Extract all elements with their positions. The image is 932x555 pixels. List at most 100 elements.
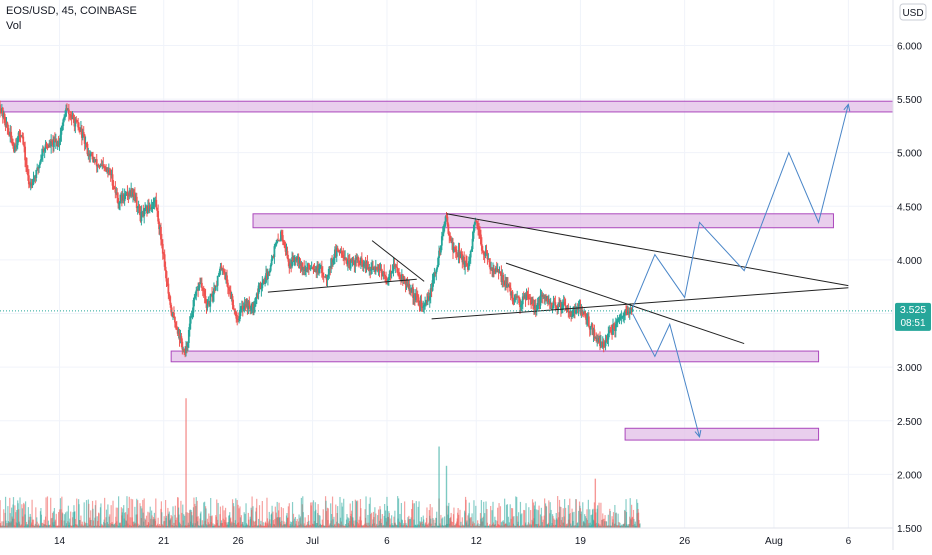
volume-bar: [200, 511, 202, 528]
volume-bar: [486, 509, 488, 528]
candle-body: [455, 251, 458, 255]
trendlines[interactable]: [267, 213, 849, 345]
candle-body: [620, 316, 623, 318]
volume-bar: [100, 503, 102, 528]
projection-arrows[interactable]: [632, 103, 851, 438]
candle-body: [394, 265, 397, 267]
candle-body: [25, 160, 27, 166]
candle-body: [175, 327, 178, 330]
candle-body: [68, 114, 71, 116]
candle-body: [65, 108, 67, 117]
candle-body: [252, 303, 254, 309]
volume-bar: [0, 500, 1, 528]
candle-body: [117, 197, 120, 204]
candle-body: [160, 226, 162, 240]
support-resistance-zones[interactable]: [0, 100, 894, 441]
candle-body: [267, 271, 269, 280]
volume-bar: [504, 498, 506, 528]
candle-body: [184, 351, 187, 354]
candle-body: [331, 258, 333, 263]
volume-bar: [6, 523, 8, 528]
volume-bar: [325, 511, 328, 528]
x-tick-label: 12: [471, 536, 483, 547]
candle-body: [621, 316, 624, 318]
volume-bar: [126, 496, 128, 528]
candle-body: [24, 146, 27, 161]
candle-body: [0, 111, 2, 113]
volume-bar: [171, 516, 173, 528]
candle-body: [456, 254, 459, 257]
candle-body: [433, 272, 436, 278]
candle-body: [220, 266, 223, 270]
candle-body: [260, 288, 263, 290]
volume-bar: [602, 519, 604, 528]
candle-body: [83, 134, 86, 144]
candle-body: [149, 208, 152, 210]
candle-body: [100, 164, 103, 166]
volume-bar: [25, 521, 28, 528]
candle-body: [237, 319, 240, 321]
candle-body: [345, 257, 347, 261]
volume-bar: [377, 515, 379, 528]
candle-body: [216, 275, 219, 286]
candle-body: [277, 239, 280, 241]
volume-bar: [577, 510, 580, 528]
candle-body: [262, 280, 265, 284]
volume-bar: [331, 496, 334, 528]
candle-body: [564, 305, 567, 307]
candle-body: [279, 240, 281, 242]
candle-body: [547, 300, 550, 303]
candle-body: [600, 341, 602, 347]
candle-body: [438, 250, 440, 258]
candle-body: [259, 283, 262, 290]
candle-body: [285, 250, 288, 252]
candle-body: [36, 167, 39, 170]
candle-body: [143, 208, 146, 217]
volume-bar: [326, 507, 329, 528]
zone-rectangle: [624, 427, 820, 441]
volume-bar: [315, 509, 317, 528]
candle-body: [362, 264, 365, 267]
volume-bar: [28, 516, 30, 528]
candle-body: [404, 282, 407, 285]
candle-body: [190, 315, 193, 317]
candle-body: [607, 333, 610, 340]
candle-body: [523, 294, 526, 298]
volume-bar: [638, 519, 640, 528]
candle-body: [258, 283, 261, 286]
volume-bar: [319, 515, 321, 528]
candle-body: [185, 346, 187, 354]
candle-body: [80, 128, 83, 138]
candle-body: [533, 305, 536, 309]
candle-body: [611, 331, 613, 335]
candle-body: [40, 159, 42, 163]
candle-body: [126, 191, 129, 196]
candle-body: [194, 295, 197, 299]
candle-body: [427, 296, 430, 301]
candle-body: [18, 132, 21, 137]
volume-bar: [84, 522, 87, 528]
candle-body: [160, 239, 163, 244]
candle-body: [567, 307, 570, 313]
volume-bar: [330, 503, 332, 528]
zone-rectangle: [252, 213, 834, 229]
volume-bar: [210, 497, 212, 528]
candle-body: [585, 316, 587, 320]
candle-body: [562, 301, 565, 304]
candle-body: [518, 297, 520, 304]
candle-body: [367, 267, 370, 270]
currency-badge[interactable]: USD: [899, 3, 927, 21]
candle-body: [608, 330, 611, 334]
candle-body: [49, 143, 52, 147]
volume-bar: [538, 505, 540, 528]
volume-bar: [523, 509, 525, 528]
candle-body: [465, 260, 467, 263]
candle-body: [461, 254, 464, 263]
candle-body: [586, 319, 588, 321]
candle-body: [8, 131, 11, 137]
candle-body: [476, 222, 479, 227]
volume-bar: [612, 512, 615, 528]
volume-bar: [141, 508, 143, 528]
